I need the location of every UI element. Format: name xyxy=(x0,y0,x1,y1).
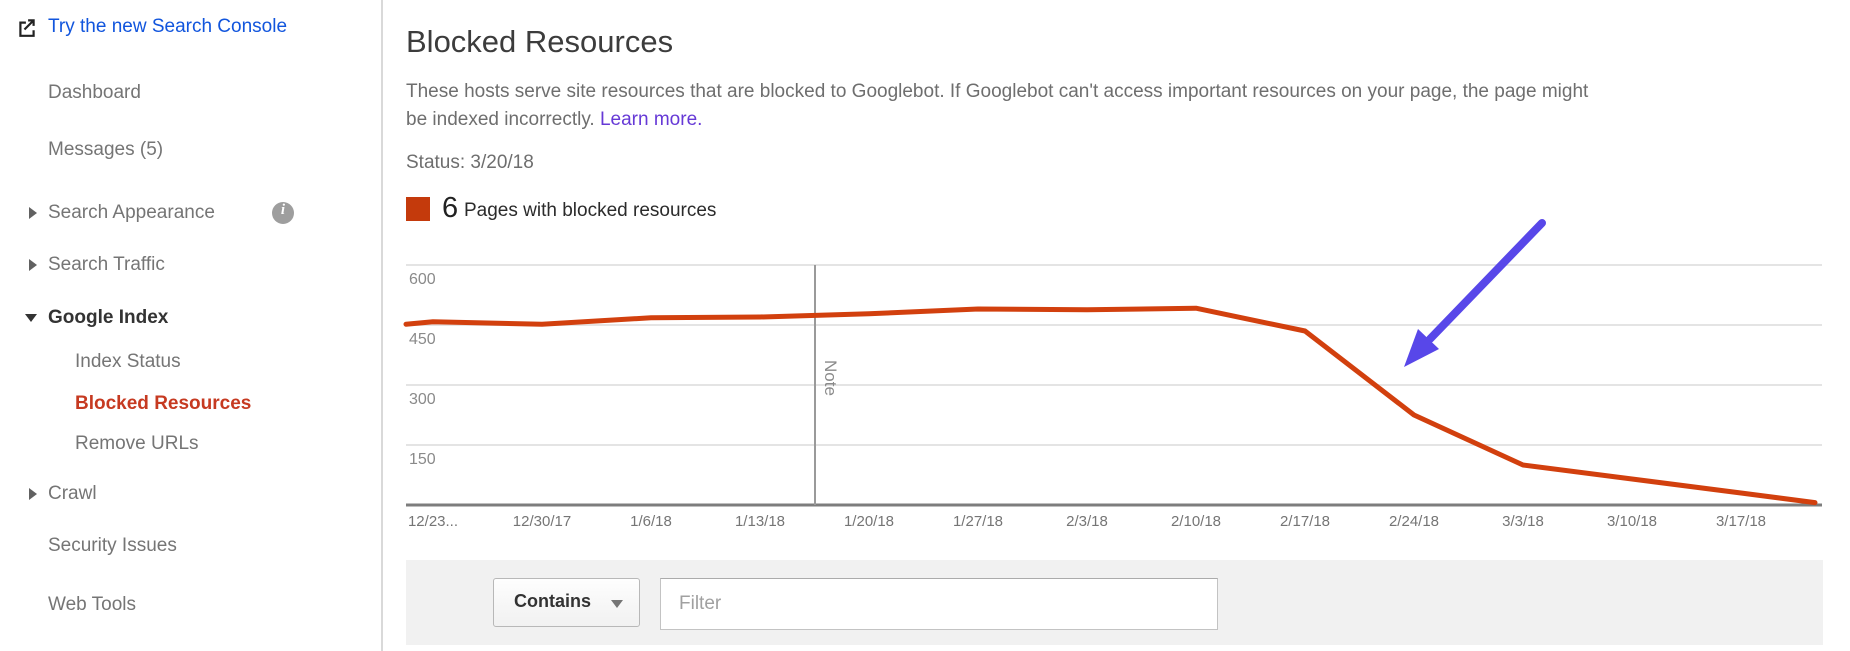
sidebar-item-label: Dashboard xyxy=(48,82,141,103)
sidebar-item-label: Google Index xyxy=(48,307,169,328)
y-axis-label: 450 xyxy=(409,331,436,348)
x-axis-label: 3/17/18 xyxy=(1715,513,1767,530)
x-axis-label: 1/6/18 xyxy=(630,513,672,530)
sidebar-item-label: Crawl xyxy=(48,483,97,504)
x-axis-label: 12/23... xyxy=(407,513,459,530)
expand-arrow-icon xyxy=(29,207,37,219)
x-axis-label: 2/17/18 xyxy=(1279,513,1331,530)
x-axis-label: 3/3/18 xyxy=(1502,513,1544,530)
annotation-arrow-shaft xyxy=(1426,219,1546,343)
learn-more-link[interactable]: Learn more. xyxy=(599,109,703,130)
description-line1: These hosts serve site resources that ar… xyxy=(406,81,1589,102)
sidebar-item-index-status[interactable]: Index Status xyxy=(0,349,375,375)
annotation-arrow-head xyxy=(1404,329,1439,367)
sidebar-item-dashboard[interactable]: Dashboard xyxy=(0,80,375,106)
external-link-icon xyxy=(16,16,38,46)
note-annotation-label: Note xyxy=(821,360,840,396)
sidebar-item-crawl[interactable]: Crawl xyxy=(0,481,375,507)
chart-line xyxy=(403,305,1818,506)
sidebar-item-label: Index Status xyxy=(75,351,181,372)
expand-arrow-icon xyxy=(29,488,37,500)
page-title: Blocked Resources xyxy=(406,24,674,59)
x-axis-label: 1/20/18 xyxy=(843,513,895,530)
sidebar-item-label: Blocked Resources xyxy=(75,393,252,414)
legend-label: Pages with blocked resources xyxy=(464,200,717,221)
sidebar-item-label: Security Issues xyxy=(48,535,177,556)
page-description: These hosts serve site resources that ar… xyxy=(406,78,1588,134)
sidebar-item-label: Search Appearance xyxy=(48,202,215,223)
sidebar-item-label: Try the new Search Console xyxy=(48,16,288,37)
filter-bar: Contains xyxy=(406,560,1823,645)
x-axis-label: 12/30/17 xyxy=(512,513,572,530)
contains-dropdown-label: Contains xyxy=(514,591,592,611)
collapse-arrow-icon xyxy=(25,314,37,322)
sidebar-divider xyxy=(381,0,383,651)
sidebar-item-label: Messages (5) xyxy=(48,139,164,160)
sidebar-item-security-issues[interactable]: Security Issues xyxy=(0,533,375,559)
legend-count: 6 xyxy=(442,192,459,224)
sidebar-item-blocked-resources[interactable]: Blocked Resources xyxy=(0,391,375,417)
sidebar-item-remove-urls[interactable]: Remove URLs xyxy=(0,431,375,457)
contains-dropdown[interactable]: Contains xyxy=(493,578,640,627)
x-axis-label: 3/10/18 xyxy=(1606,513,1658,530)
sidebar-item-messages[interactable]: Messages (5) xyxy=(0,137,375,163)
sidebar-item-google-index[interactable]: Google Index xyxy=(0,305,375,331)
sidebar: Try the new Search Console Dashboard Messa… xyxy=(0,0,381,651)
description-line2: be indexed incorrectly. xyxy=(406,109,595,130)
sidebar-item-search-appearance[interactable]: Search Appearance i xyxy=(0,200,375,226)
x-axis-label: 2/24/18 xyxy=(1388,513,1440,530)
y-axis-label: 150 xyxy=(409,451,436,468)
sidebar-item-search-traffic[interactable]: Search Traffic xyxy=(0,252,375,278)
x-axis-label: 2/3/18 xyxy=(1066,513,1108,530)
expand-arrow-icon xyxy=(29,259,37,271)
sidebar-item-web-tools[interactable]: Web Tools xyxy=(0,592,375,618)
y-axis-label: 600 xyxy=(409,271,436,288)
y-axis-label: 300 xyxy=(409,391,436,408)
sidebar-item-label: Search Traffic xyxy=(48,254,165,275)
x-axis-label: 1/13/18 xyxy=(734,513,786,530)
filter-input[interactable] xyxy=(660,578,1218,630)
status-text: Status: 3/20/18 xyxy=(406,152,534,173)
legend-swatch xyxy=(406,197,430,221)
x-axis-label: 1/27/18 xyxy=(952,513,1004,530)
info-icon[interactable]: i xyxy=(272,202,294,224)
chevron-down-icon xyxy=(611,600,623,608)
sidebar-item-label: Remove URLs xyxy=(75,433,199,454)
sidebar-item-label: Web Tools xyxy=(48,594,137,615)
x-axis-label: 2/10/18 xyxy=(1170,513,1222,530)
sidebar-item-try-new-search-console[interactable]: Try the new Search Console xyxy=(0,14,375,40)
